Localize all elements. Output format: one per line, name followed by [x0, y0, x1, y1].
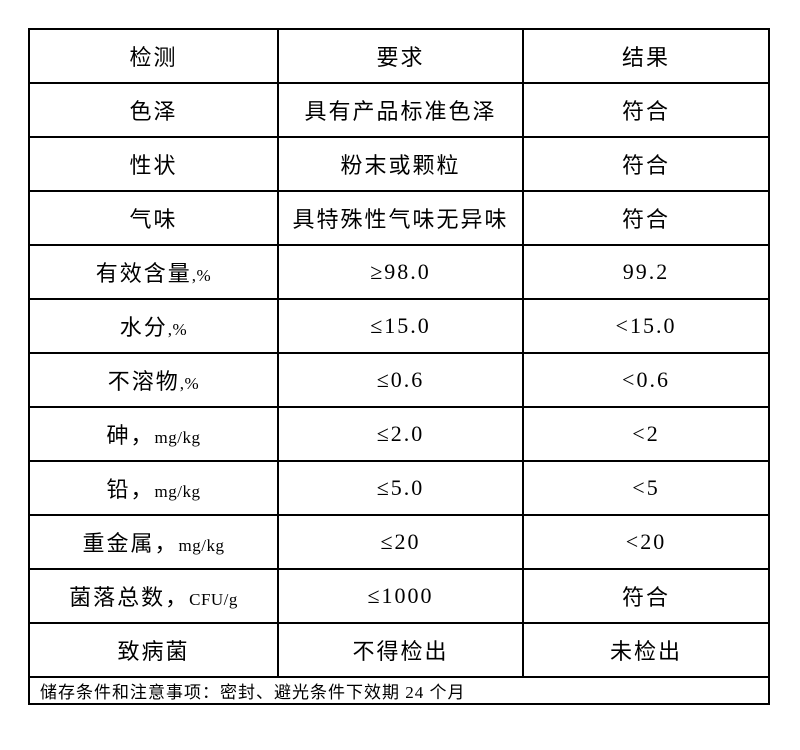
result-cell: 未检出 [522, 622, 770, 678]
test-item-name: 气味 [129, 207, 178, 232]
result-cell: <15.0 [522, 298, 770, 354]
test-item-cell: 有效含量,% [28, 244, 279, 300]
test-item-cell: 色泽 [28, 82, 279, 138]
storage-conditions-note: 储存条件和注意事项：密封、避光条件下效期 24 个月 [28, 676, 770, 705]
result-cell: 符合 [522, 190, 770, 246]
test-item-name: 水分 [119, 315, 168, 340]
table-row: 致病菌 不得检出 未检出 [28, 622, 770, 678]
requirement-cell: ≤5.0 [277, 460, 524, 516]
result-cell: 符合 [522, 568, 770, 624]
requirement-cell: ≤0.6 [277, 352, 524, 408]
test-item-name: 砷， [106, 423, 155, 448]
result-cell: 符合 [522, 82, 770, 138]
requirement-cell: 具有产品标准色泽 [277, 82, 524, 138]
table-header-row: 检测 要求 结果 [28, 28, 770, 84]
column-header-result: 结果 [522, 28, 770, 84]
result-cell: <5 [522, 460, 770, 516]
table-row: 菌落总数，CFU/g ≤1000 符合 [28, 568, 770, 624]
test-item-cell: 不溶物,% [28, 352, 279, 408]
requirement-cell: ≤20 [277, 514, 524, 570]
result-cell: 符合 [522, 136, 770, 192]
table-body: 色泽 具有产品标准色泽 符合 性状 粉末或颗粒 符合 气味 具特殊性气味无异味 … [28, 82, 770, 678]
storage-note-row: 储存条件和注意事项：密封、避光条件下效期 24 个月 [28, 676, 770, 705]
test-item-name: 色泽 [129, 99, 178, 124]
test-item-cell: 铅，mg/kg [28, 460, 279, 516]
table-row: 重金属，mg/kg ≤20 <20 [28, 514, 770, 570]
inspection-table: 检测 要求 结果 色泽 具有产品标准色泽 符合 性状 粉末或颗粒 符合 气味 具… [28, 28, 770, 705]
result-cell: <20 [522, 514, 770, 570]
test-item-cell: 砷，mg/kg [28, 406, 279, 462]
test-item-name: 不溶物 [107, 369, 180, 394]
requirement-cell: 具特殊性气味无异味 [277, 190, 524, 246]
table-row: 有效含量,% ≥98.0 99.2 [28, 244, 770, 300]
column-header-requirement: 要求 [277, 28, 524, 84]
table-row: 气味 具特殊性气味无异味 符合 [28, 190, 770, 246]
test-item-name: 铅， [106, 477, 155, 502]
table-row: 水分,% ≤15.0 <15.0 [28, 298, 770, 354]
table-row: 不溶物,% ≤0.6 <0.6 [28, 352, 770, 408]
test-item-unit: CFU/g [189, 590, 238, 609]
requirement-cell: ≥98.0 [277, 244, 524, 300]
column-header-test: 检测 [28, 28, 279, 84]
test-item-name: 有效含量 [95, 261, 192, 286]
test-item-unit: ,% [167, 320, 188, 339]
table-row: 性状 粉末或颗粒 符合 [28, 136, 770, 192]
table-row: 铅，mg/kg ≤5.0 <5 [28, 460, 770, 516]
requirement-cell: ≤1000 [277, 568, 524, 624]
test-item-unit: mg/kg [178, 536, 225, 555]
test-item-name: 致病菌 [117, 639, 190, 664]
requirement-cell: 不得检出 [277, 622, 524, 678]
result-cell: 99.2 [522, 244, 770, 300]
test-item-name: 性状 [129, 153, 178, 178]
test-item-cell: 重金属，mg/kg [28, 514, 279, 570]
table-row: 色泽 具有产品标准色泽 符合 [28, 82, 770, 138]
test-item-unit: ,% [191, 266, 212, 285]
test-item-cell: 水分,% [28, 298, 279, 354]
requirement-cell: ≤15.0 [277, 298, 524, 354]
test-item-name: 菌落总数， [69, 585, 190, 610]
test-item-cell: 菌落总数，CFU/g [28, 568, 279, 624]
test-item-cell: 性状 [28, 136, 279, 192]
result-cell: <2 [522, 406, 770, 462]
result-cell: <0.6 [522, 352, 770, 408]
requirement-cell: ≤2.0 [277, 406, 524, 462]
test-item-cell: 气味 [28, 190, 279, 246]
requirement-cell: 粉末或颗粒 [277, 136, 524, 192]
test-item-unit: ,% [179, 374, 200, 393]
table-row: 砷，mg/kg ≤2.0 <2 [28, 406, 770, 462]
test-item-cell: 致病菌 [28, 622, 279, 678]
test-item-unit: mg/kg [154, 482, 201, 501]
test-item-unit: mg/kg [154, 428, 201, 447]
test-item-name: 重金属， [82, 531, 179, 556]
